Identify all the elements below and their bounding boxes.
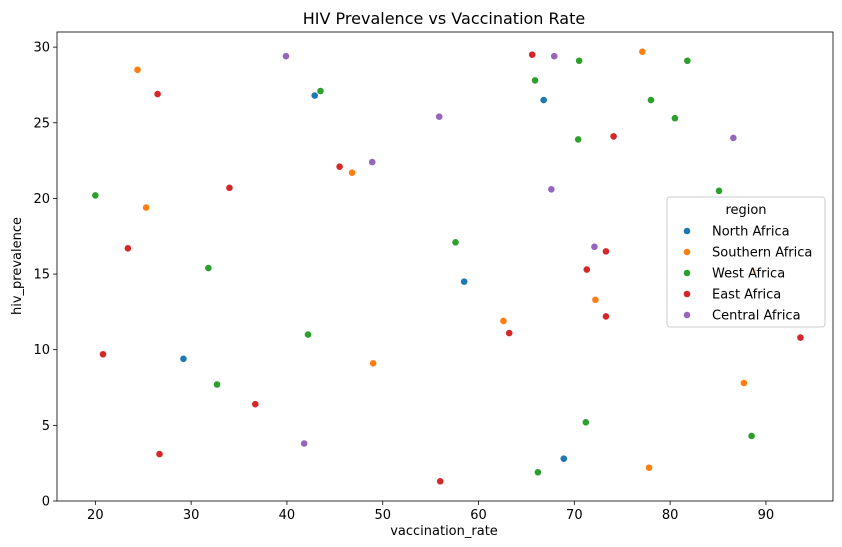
point-east-africa bbox=[155, 450, 164, 458]
legend-box bbox=[666, 196, 826, 328]
legend-marker bbox=[683, 290, 691, 298]
legend-entry: West Africa bbox=[712, 267, 785, 282]
legend: region North Africa Southern Africa West Af… bbox=[666, 196, 826, 328]
x-tick-label: 50 bbox=[374, 508, 391, 523]
y-tick-label: 10 bbox=[33, 343, 50, 358]
point-central-africa bbox=[729, 134, 738, 142]
point-west-africa bbox=[575, 56, 584, 65]
point-southern-africa bbox=[638, 47, 647, 56]
point-southern-africa bbox=[133, 65, 142, 74]
legend-entry: Southern Africa bbox=[712, 246, 812, 261]
plot-area bbox=[56, 31, 834, 502]
point-southern-africa bbox=[591, 295, 600, 304]
point-west-africa bbox=[574, 135, 583, 144]
y-axis-ticks: 0 5 10 15 20 25 30 bbox=[33, 41, 57, 510]
point-west-africa bbox=[213, 380, 221, 389]
point-southern-africa bbox=[645, 463, 653, 472]
point-east-africa bbox=[225, 183, 234, 192]
point-east-africa bbox=[582, 265, 591, 274]
point-north-africa bbox=[310, 91, 319, 100]
point-east-africa bbox=[251, 400, 260, 409]
point-west-africa bbox=[316, 87, 325, 95]
legend-entry: Central Africa bbox=[712, 309, 801, 324]
point-west-africa bbox=[304, 330, 312, 339]
legend-marker bbox=[683, 311, 691, 319]
point-west-africa bbox=[671, 114, 679, 123]
point-central-africa bbox=[435, 112, 444, 121]
y-tick-label: 30 bbox=[33, 41, 50, 56]
y-tick-label: 20 bbox=[33, 192, 50, 207]
y-tick-label: 15 bbox=[33, 268, 50, 283]
point-east-africa bbox=[528, 50, 537, 59]
legend-title: region bbox=[725, 203, 766, 218]
point-west-africa bbox=[747, 432, 756, 440]
point-west-africa bbox=[581, 418, 590, 427]
y-axis-label: hiv_prevalence bbox=[10, 217, 25, 315]
point-central-africa bbox=[300, 439, 309, 448]
point-east-africa bbox=[602, 247, 610, 256]
point-east-africa bbox=[796, 333, 805, 342]
point-west-africa bbox=[683, 56, 692, 65]
point-central-africa bbox=[368, 158, 377, 167]
legend-entry: North Africa bbox=[712, 225, 790, 240]
y-tick-label: 0 bbox=[42, 495, 50, 510]
point-east-africa bbox=[335, 162, 344, 171]
point-east-africa bbox=[505, 329, 514, 337]
point-west-africa bbox=[534, 468, 542, 477]
x-tick-label: 60 bbox=[470, 508, 487, 523]
point-west-africa bbox=[531, 76, 539, 85]
point-north-africa bbox=[559, 454, 568, 463]
axes-frame bbox=[56, 31, 834, 502]
data-points bbox=[91, 47, 805, 486]
y-tick-label: 5 bbox=[42, 419, 50, 434]
x-tick-label: 20 bbox=[87, 508, 104, 523]
legend-marker bbox=[683, 248, 691, 256]
point-east-africa bbox=[436, 477, 445, 486]
point-east-africa bbox=[123, 244, 132, 253]
x-axis-label: vaccination_rate bbox=[390, 524, 498, 539]
legend-marker bbox=[683, 227, 691, 235]
x-tick-label: 90 bbox=[758, 508, 775, 523]
x-tick-label: 70 bbox=[566, 508, 583, 523]
x-axis-ticks: 20 30 40 50 60 70 80 90 bbox=[87, 501, 774, 523]
point-north-africa bbox=[179, 354, 188, 363]
y-tick-label: 25 bbox=[33, 116, 50, 131]
point-central-africa bbox=[282, 52, 290, 61]
x-tick-label: 30 bbox=[183, 508, 200, 523]
point-west-africa bbox=[204, 264, 213, 272]
point-central-africa bbox=[590, 242, 599, 251]
point-east-africa bbox=[99, 350, 107, 359]
point-southern-africa bbox=[348, 168, 356, 177]
point-east-africa bbox=[153, 90, 162, 98]
point-west-africa bbox=[451, 238, 460, 247]
point-east-africa bbox=[609, 132, 618, 141]
legend-entry: East Africa bbox=[712, 288, 781, 303]
legend-marker bbox=[683, 269, 691, 277]
point-west-africa bbox=[715, 186, 723, 195]
point-west-africa bbox=[91, 191, 100, 200]
chart-title: HIV Prevalence vs Vaccination Rate bbox=[303, 9, 585, 28]
point-southern-africa bbox=[369, 359, 378, 368]
point-west-africa bbox=[647, 96, 655, 104]
x-tick-label: 80 bbox=[662, 508, 679, 523]
point-east-africa bbox=[602, 312, 610, 321]
point-central-africa bbox=[547, 185, 556, 194]
point-central-africa bbox=[550, 52, 559, 61]
x-tick-label: 40 bbox=[279, 508, 296, 523]
point-southern-africa bbox=[142, 203, 150, 212]
point-north-africa bbox=[539, 96, 548, 104]
point-southern-africa bbox=[499, 317, 508, 325]
point-north-africa bbox=[460, 277, 469, 286]
point-southern-africa bbox=[740, 379, 748, 387]
